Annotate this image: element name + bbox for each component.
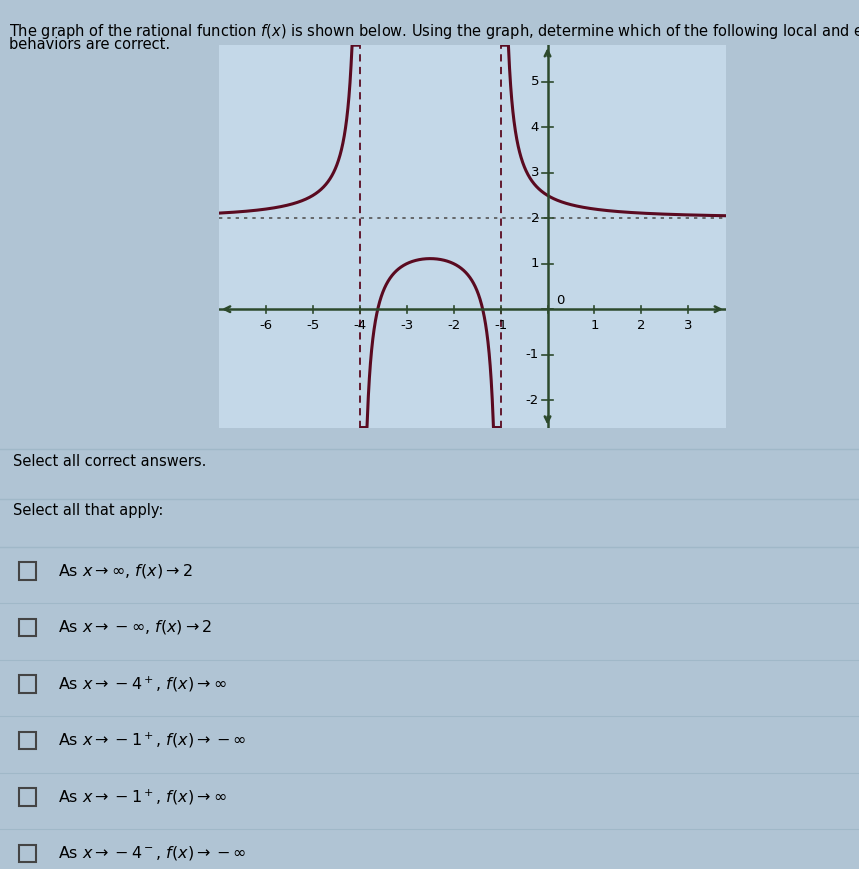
Text: -4: -4 [353, 319, 367, 332]
Text: 1: 1 [590, 319, 599, 332]
Text: As $x \rightarrow \infty$, $f(x) \rightarrow 2$: As $x \rightarrow \infty$, $f(x) \righta… [58, 562, 193, 580]
Text: -2: -2 [526, 394, 539, 407]
Text: As $x \rightarrow -1^+$, $f(x) \rightarrow -\infty$: As $x \rightarrow -1^+$, $f(x) \rightarr… [58, 731, 247, 750]
Text: As $x \rightarrow -4^+$, $f(x) \rightarrow \infty$: As $x \rightarrow -4^+$, $f(x) \rightarr… [58, 674, 227, 693]
Text: 0: 0 [556, 294, 564, 307]
Text: behaviors are correct.: behaviors are correct. [9, 37, 170, 52]
Text: 2: 2 [531, 212, 539, 225]
Text: 1: 1 [531, 257, 539, 270]
Text: 2: 2 [637, 319, 646, 332]
Text: -1: -1 [526, 348, 539, 362]
Text: -1: -1 [494, 319, 507, 332]
Text: The graph of the rational function $f(x)$ is shown below. Using the graph, deter: The graph of the rational function $f(x)… [9, 22, 859, 41]
Text: 5: 5 [531, 75, 539, 88]
Text: -5: -5 [307, 319, 320, 332]
Text: As $x \rightarrow -4^-$, $f(x) \rightarrow -\infty$: As $x \rightarrow -4^-$, $f(x) \rightarr… [58, 845, 247, 862]
Text: -2: -2 [447, 319, 460, 332]
Text: Select all that apply:: Select all that apply: [13, 503, 163, 518]
Text: 3: 3 [684, 319, 692, 332]
Text: As $x \rightarrow -\infty$, $f(x) \rightarrow 2$: As $x \rightarrow -\infty$, $f(x) \right… [58, 619, 213, 636]
Text: -6: -6 [259, 319, 272, 332]
Text: Select all correct answers.: Select all correct answers. [13, 454, 206, 468]
Text: As $x \rightarrow -1^+$, $f(x) \rightarrow \infty$: As $x \rightarrow -1^+$, $f(x) \rightarr… [58, 787, 227, 806]
Text: 4: 4 [531, 121, 539, 134]
Text: 3: 3 [531, 166, 539, 179]
Text: -3: -3 [400, 319, 413, 332]
